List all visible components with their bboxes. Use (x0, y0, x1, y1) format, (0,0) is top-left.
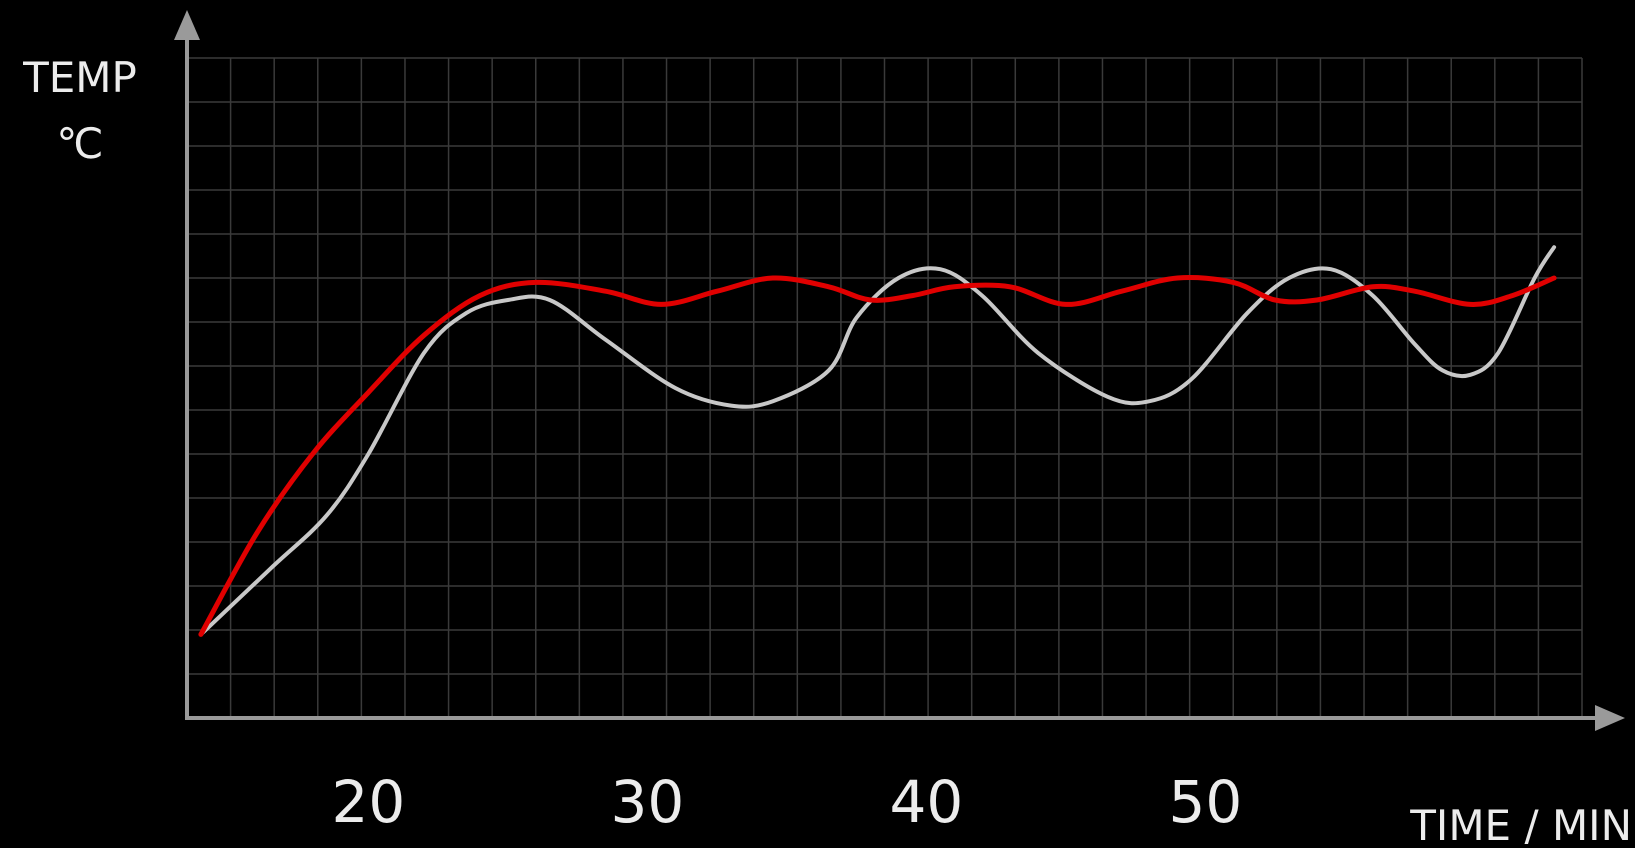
labels: TEMP ℃ TIME / MIN (22, 53, 1632, 848)
x-tick-label: 50 (1168, 768, 1242, 836)
series-line-red (198, 275, 1557, 637)
x-tick-label: 40 (889, 768, 963, 836)
series-layer (198, 245, 1557, 637)
series-line-gray (198, 245, 1557, 637)
y-axis-arrow-icon (174, 10, 200, 40)
tick-layer: 20 30 40 50 (331, 768, 1242, 836)
x-axis-label: TIME / MIN (1409, 801, 1632, 848)
y-axis-label: TEMP (22, 53, 137, 102)
y-axis-unit-label: ℃ (56, 119, 103, 168)
x-tick-label: 20 (331, 768, 405, 836)
axes (174, 10, 1625, 731)
x-tick-label: 30 (610, 768, 684, 836)
x-axis-arrow-icon (1595, 705, 1625, 731)
